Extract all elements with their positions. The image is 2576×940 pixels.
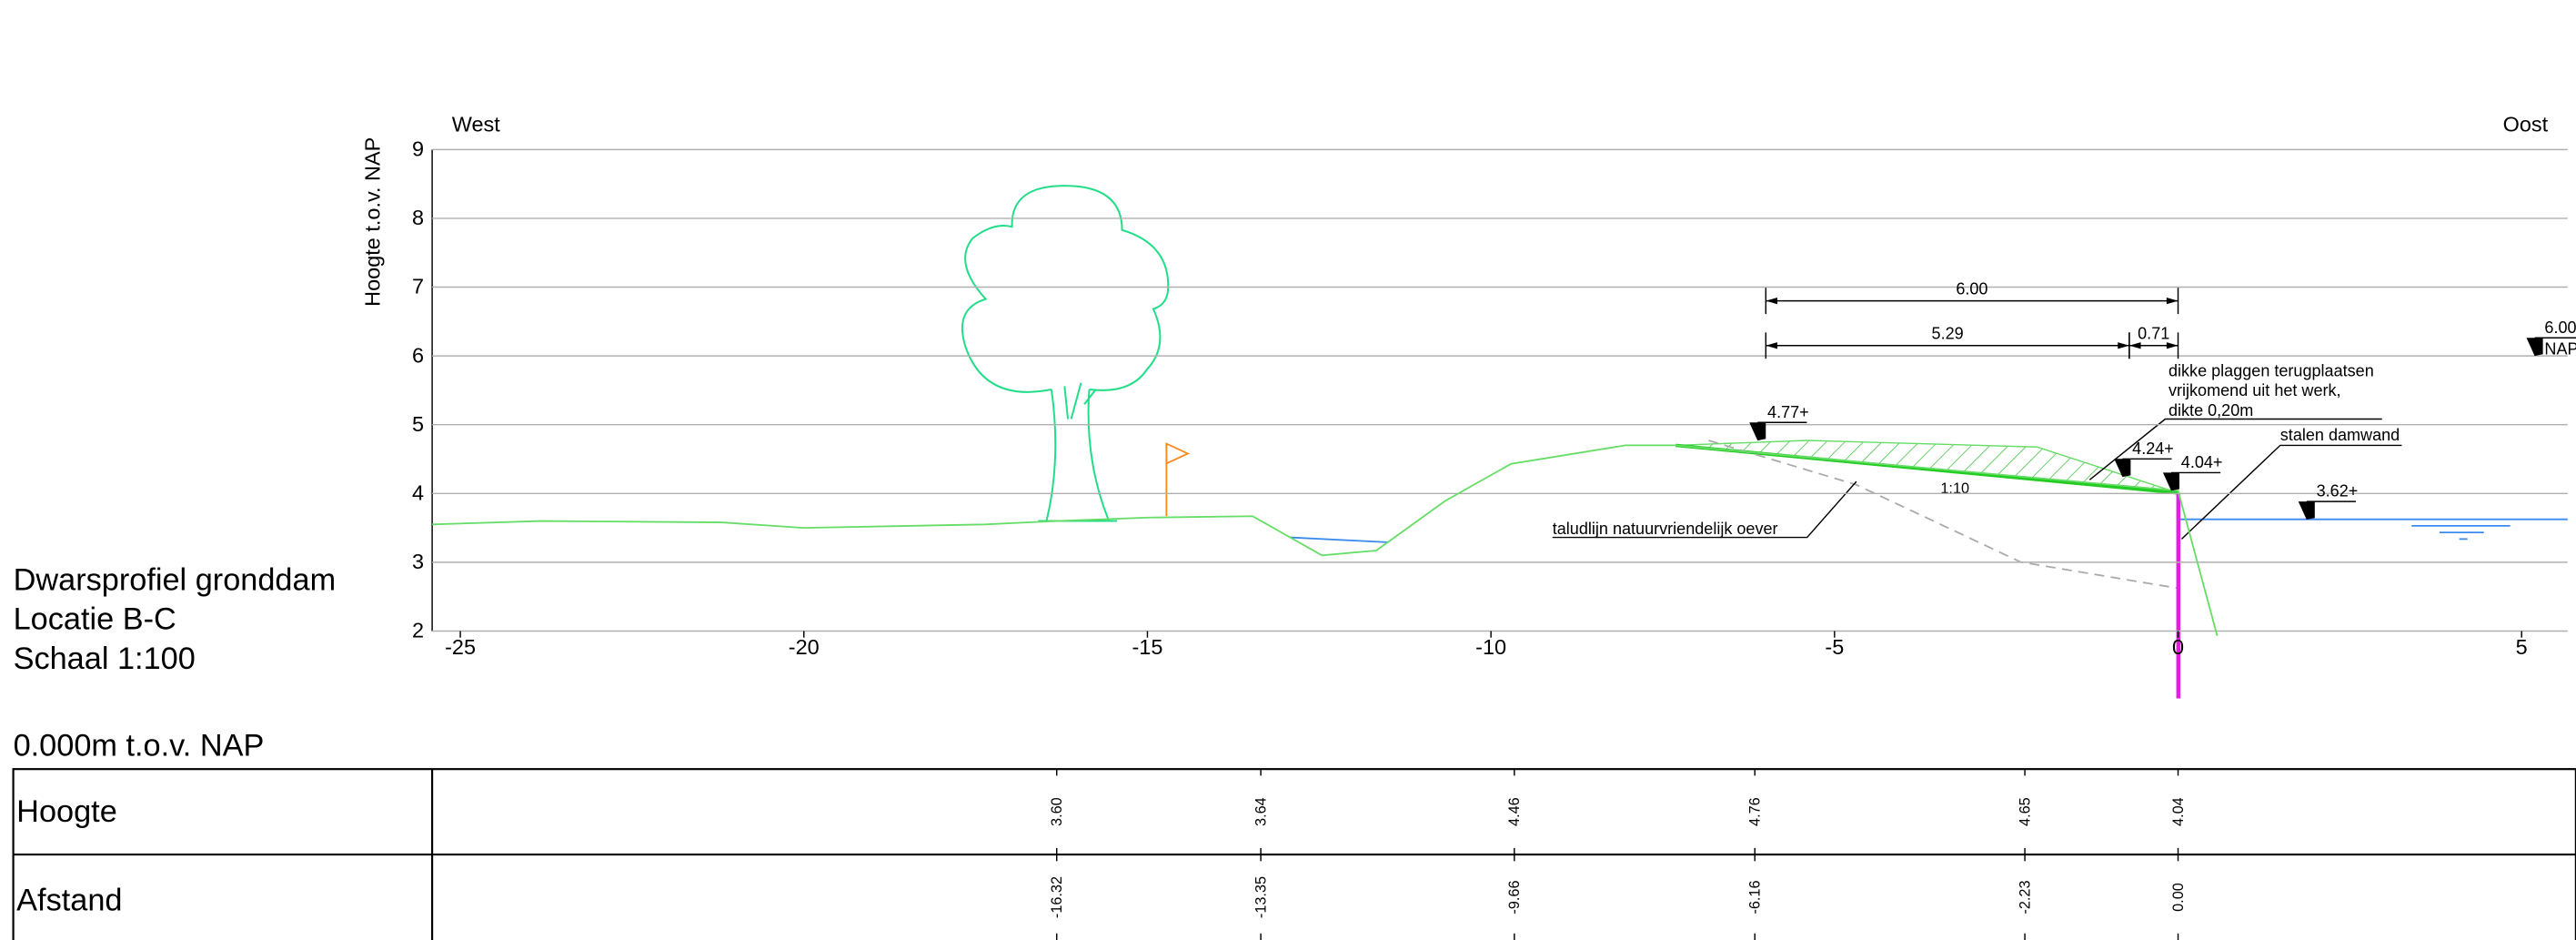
- title-line: Dwarsprofiel gronddam: [14, 562, 337, 597]
- x-tick-label: -10: [1475, 635, 1506, 659]
- level-sublabel: NAP: [2544, 339, 2576, 358]
- y-tick-label: 7: [412, 275, 424, 298]
- water: [1289, 518, 2568, 543]
- annotation: stalen damwand: [2280, 426, 2400, 444]
- level-label: 4.24+: [2132, 440, 2174, 458]
- level-marker: [2526, 338, 2543, 357]
- level-marker: [2298, 501, 2315, 521]
- y-tick-label: 8: [412, 206, 424, 229]
- x-tick-label: -5: [1825, 635, 1844, 659]
- annotation: vrijkomend uit het werk,: [2168, 381, 2341, 399]
- x-tick-label: -15: [1132, 635, 1162, 659]
- annotation: dikte 0,20m: [2168, 401, 2253, 419]
- x-tick-label: -20: [789, 635, 820, 659]
- level-label: 4.04+: [2181, 453, 2223, 471]
- level-marker: [1749, 422, 1766, 441]
- west-label: West: [452, 112, 501, 136]
- arrow: [1766, 298, 1777, 305]
- level-marker: [2114, 459, 2131, 478]
- table-cell: -2.23: [2017, 881, 2033, 915]
- east-label: Oost: [2503, 112, 2549, 136]
- y-tick-label: 2: [412, 619, 424, 642]
- annotation: taludlijn natuurvriendelijk oever: [1553, 520, 1778, 538]
- y-tick-label: 5: [412, 412, 424, 436]
- y-tick-label: 9: [412, 137, 424, 161]
- table-cell: 4.46: [1506, 797, 1523, 826]
- slope-label: 1:10: [1940, 480, 1969, 497]
- x-tick-label: 0: [2172, 635, 2184, 659]
- arrow: [1766, 342, 1777, 349]
- flag: [1165, 442, 1190, 517]
- level-label: 4.77+: [1767, 403, 1809, 421]
- y-tick-label: 4: [412, 481, 424, 505]
- table-cell: 4.76: [1747, 797, 1764, 826]
- row-label: Afstand: [16, 883, 122, 917]
- annotation: dikke plaggen terugplaatsen: [2168, 362, 2374, 380]
- leader: [2180, 444, 2402, 540]
- x-tick-label: 5: [2516, 635, 2528, 659]
- level-label: 6.00+: [2544, 318, 2576, 337]
- table-cell: -6.16: [1747, 881, 1764, 915]
- slope-line: [1708, 440, 2179, 590]
- level-marker: [2162, 472, 2180, 491]
- table-cell: 3.64: [1253, 797, 1270, 826]
- arrow: [2128, 342, 2141, 349]
- dimension-label: 6.00: [1956, 279, 1987, 298]
- row-label: Hoogte: [16, 794, 117, 829]
- reference: 0.000m t.o.v. NAP: [14, 729, 265, 763]
- table-cell: -9.66: [1506, 881, 1523, 915]
- title-line: Schaal 1:100: [14, 642, 196, 676]
- table-cell: 4.65: [2017, 797, 2033, 826]
- y-tick-label: 6: [412, 343, 424, 367]
- table-cell: 3.60: [1049, 797, 1065, 826]
- table-cell: 0.00: [2170, 883, 2187, 912]
- dimension-label: 5.29: [1932, 325, 1964, 343]
- x-tick-label: -25: [445, 635, 476, 659]
- arrow: [2166, 342, 2179, 349]
- level-label: 3.62+: [2317, 482, 2359, 500]
- arrow: [2118, 342, 2129, 349]
- table-cell: -16.32: [1049, 876, 1065, 918]
- ground-profile: [432, 444, 2219, 637]
- dimension-label: 0.71: [2138, 325, 2169, 343]
- leader: [1552, 480, 1857, 539]
- title-line: Locatie B-C: [14, 602, 176, 637]
- y-tick-label: 3: [412, 550, 424, 573]
- tree: [961, 185, 1170, 522]
- table-cell: -13.35: [1253, 876, 1270, 918]
- arrow: [2166, 298, 2179, 305]
- y-axis-label: Hoogte t.o.v. NAP: [360, 137, 384, 307]
- table-cell: 4.04: [2170, 797, 2187, 826]
